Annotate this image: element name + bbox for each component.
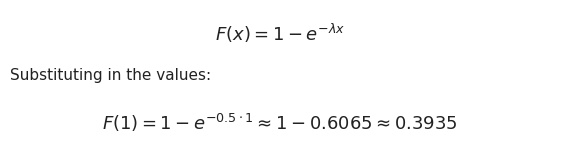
Text: $F(x) = 1 - e^{-\lambda x}$: $F(x) = 1 - e^{-\lambda x}$: [215, 22, 345, 45]
Text: Substituting in the values:: Substituting in the values:: [10, 68, 211, 83]
Text: $F(1) = 1 - e^{-0.5 \cdot 1} \approx 1 - 0.6065 \approx 0.3935$: $F(1) = 1 - e^{-0.5 \cdot 1} \approx 1 -…: [102, 112, 458, 134]
